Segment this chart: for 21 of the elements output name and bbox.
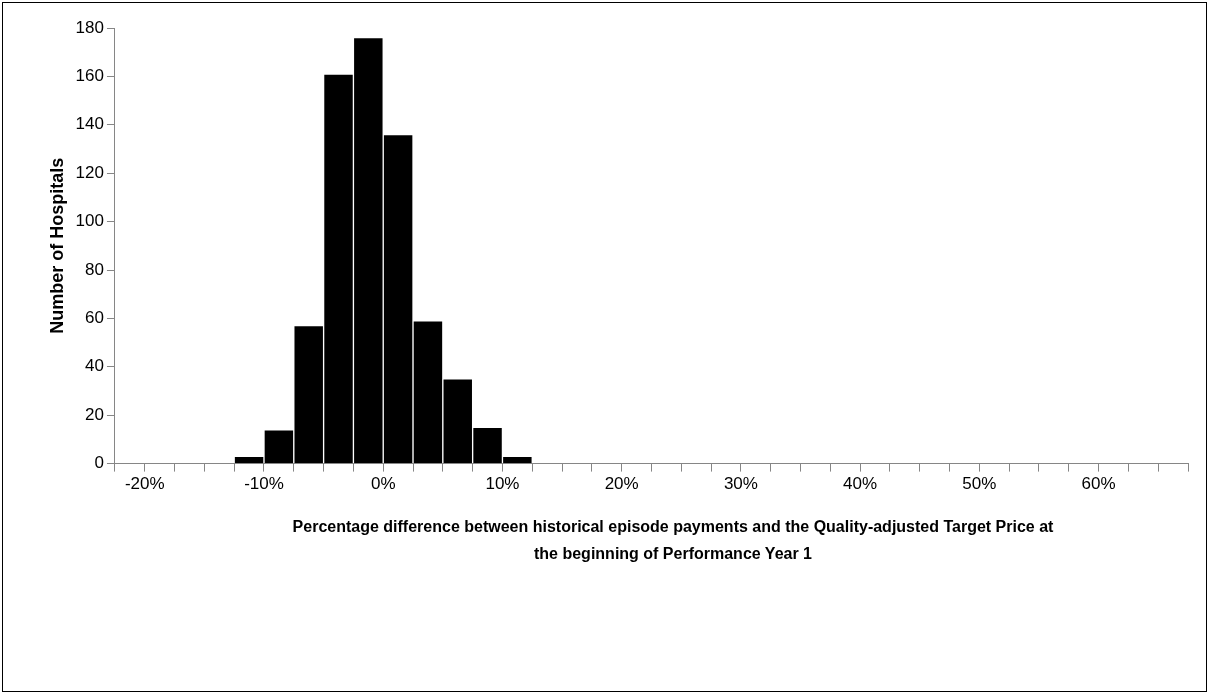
x-tick-label: 30%: [723, 474, 758, 494]
x-tick-label: 50%: [962, 474, 997, 494]
x-tick-label: -10%: [244, 474, 284, 494]
x-tick-label: 60%: [1081, 474, 1116, 494]
x-tick-label: 10%: [485, 474, 520, 494]
x-tick-label: 40%: [843, 474, 878, 494]
x-tick-label: 20%: [604, 474, 639, 494]
x-tick-label: -20%: [124, 474, 165, 494]
y-tick-label: 180: [75, 17, 104, 37]
y-tick-label: 60: [85, 308, 104, 328]
x-axis-title: Percentage difference between historical episode payments and the Quality-adjusted Target Price at the beginning of Performance Year 1: [291, 517, 1055, 564]
y-tick-label: 20: [85, 404, 104, 424]
y-tick-label: 0: [94, 453, 104, 473]
x-tick-label: 0%: [370, 474, 396, 494]
y-tick-label: 120: [75, 162, 104, 182]
y-tick-label: 40: [85, 356, 104, 376]
y-tick-label: 140: [75, 114, 104, 134]
y-axis-title: Number of Hospitals: [46, 157, 67, 334]
y-tick-label: 80: [85, 259, 104, 279]
y-tick-label: 100: [75, 211, 104, 231]
y-tick-label: 160: [75, 66, 104, 86]
